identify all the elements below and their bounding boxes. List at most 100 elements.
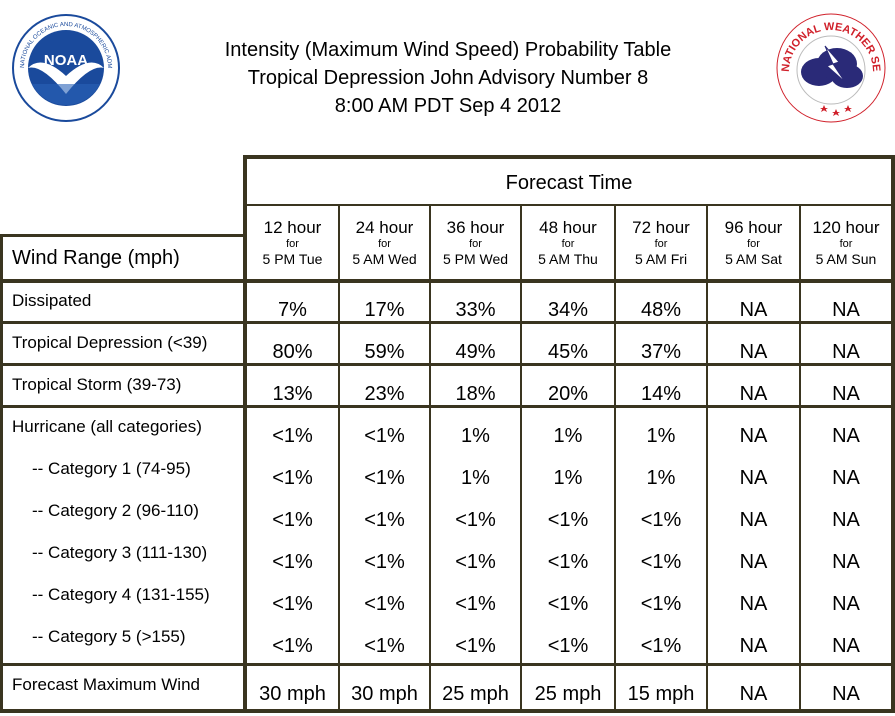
table-cell: <1% <box>364 634 405 657</box>
row-label: -- Category 4 (131-155) <box>32 585 210 604</box>
column-header: 24 hour for 5 AM Wed <box>339 218 430 268</box>
table-cell: 30 mph <box>351 682 418 705</box>
table-cell: <1% <box>364 424 405 447</box>
table-cell: 30 mph <box>259 682 326 705</box>
table-cell: 45% <box>547 340 589 363</box>
table-cell: 48% <box>640 298 682 321</box>
table-cell: NA <box>832 424 860 447</box>
row-divider <box>0 321 895 324</box>
table-cell: NA <box>739 508 768 531</box>
table-cell: 13% <box>272 382 313 405</box>
table-cell: NA <box>739 382 768 405</box>
column-header-time: 5 AM Sun <box>815 251 877 267</box>
nws-logo: NATIONAL WEATHER SERVICE <box>775 12 886 123</box>
row-label: Dissipated <box>12 291 92 310</box>
row-divider <box>0 663 895 666</box>
table-cell: <1% <box>272 508 313 531</box>
title-line-2: Tropical Depression John Advisory Number… <box>247 67 649 89</box>
column-header-for: for <box>561 238 575 250</box>
row-label: -- Category 1 (74-95) <box>32 459 191 478</box>
table-cell: NA <box>739 634 768 657</box>
forecast-time-header: Forecast Time <box>505 171 633 194</box>
table-cell: NA <box>832 592 860 615</box>
header-bottom-border <box>0 279 895 283</box>
table-cell: <1% <box>547 634 589 657</box>
table-cell: 1% <box>553 424 583 447</box>
title-line-3: 8:00 AM PDT Sep 4 2012 <box>334 95 562 117</box>
table-cell: NA <box>739 550 768 573</box>
column-header-time: 5 AM Wed <box>352 251 417 267</box>
row-label: -- Category 3 (111-130) <box>32 543 208 562</box>
column-header-time: 5 AM Sat <box>725 251 782 267</box>
table-bottom-border <box>0 709 895 713</box>
table-cell: <1% <box>364 550 405 573</box>
column-header-time: 5 PM Wed <box>442 251 509 267</box>
table-cell: <1% <box>547 592 589 615</box>
column-divider <box>520 206 522 713</box>
row-divider <box>0 405 895 408</box>
table-cell: 17% <box>364 298 405 321</box>
table-cell: <1% <box>640 550 682 573</box>
table-cell: NA <box>832 508 860 531</box>
table-cell: <1% <box>272 424 313 447</box>
column-header-for: for <box>654 238 668 250</box>
column-header-hours: 24 hour <box>355 218 414 237</box>
column-header: 96 hour for 5 AM Sat <box>707 218 800 268</box>
table-cell: <1% <box>272 550 313 573</box>
table-left-border <box>0 234 3 713</box>
table-cell: 20% <box>547 382 589 405</box>
table-cell: <1% <box>547 550 589 573</box>
column-header-for: for <box>378 238 391 250</box>
table-cell: <1% <box>547 508 589 531</box>
column-divider <box>799 206 801 713</box>
column-header-hours: 36 hour <box>446 218 505 237</box>
table-cell: 33% <box>455 298 496 321</box>
column-header: 12 hour for 5 PM Tue <box>246 218 339 268</box>
table-cell: 59% <box>364 340 405 363</box>
table-cell: 37% <box>640 340 682 363</box>
row-label: Tropical Storm (39-73) <box>12 375 182 394</box>
table-cell: 18% <box>455 382 496 405</box>
table-cell: <1% <box>272 466 313 489</box>
table-cell: <1% <box>640 508 682 531</box>
table-cell: NA <box>739 298 768 321</box>
table-cell: 80% <box>272 340 313 363</box>
table-cell: 34% <box>547 298 589 321</box>
table-top-border <box>243 155 895 159</box>
column-header: 48 hour for 5 AM Thu <box>521 218 615 268</box>
noaa-logo: NOAA NATIONAL OCEANIC AND ATMOSPHERIC AD… <box>12 14 120 122</box>
table-cell: NA <box>832 466 860 489</box>
table-cell: 15 mph <box>627 682 695 705</box>
table-cell: NA <box>739 340 768 363</box>
label-column-border <box>243 155 247 713</box>
row-label: Forecast Maximum Wind <box>12 675 200 694</box>
table-cell: <1% <box>364 592 405 615</box>
column-header-time: 5 AM Fri <box>634 251 688 267</box>
column-header: 120 hour for 5 AM Sun <box>800 218 892 268</box>
table-cell: <1% <box>272 634 313 657</box>
table-cell: NA <box>832 634 860 657</box>
table-cell: 1% <box>461 466 490 489</box>
table-cell: 7% <box>278 298 307 321</box>
table-cell: <1% <box>640 634 682 657</box>
column-header: 72 hour for 5 AM Fri <box>615 218 707 268</box>
title-line-1: Intensity (Maximum Wind Speed) Probabili… <box>224 39 672 61</box>
table-cell: NA <box>832 340 860 363</box>
table-cell: <1% <box>364 508 405 531</box>
column-header-for: for <box>839 238 853 250</box>
column-divider <box>429 206 431 713</box>
table-cell: <1% <box>455 592 496 615</box>
table-cell: 49% <box>455 340 496 363</box>
table-cell: NA <box>739 466 768 489</box>
row-label: Hurricane (all categories) <box>12 417 202 436</box>
row-label: Tropical Depression (<39) <box>12 333 208 352</box>
table-cell: <1% <box>272 592 313 615</box>
column-divider <box>614 206 616 713</box>
table-cell: 14% <box>640 382 682 405</box>
table-cell: <1% <box>455 508 496 531</box>
table-cell: NA <box>739 592 768 615</box>
column-header-hours: 48 hour <box>539 218 597 237</box>
column-header-for: for <box>286 238 299 250</box>
table-cell: <1% <box>455 634 496 657</box>
table-right-border <box>891 155 895 713</box>
